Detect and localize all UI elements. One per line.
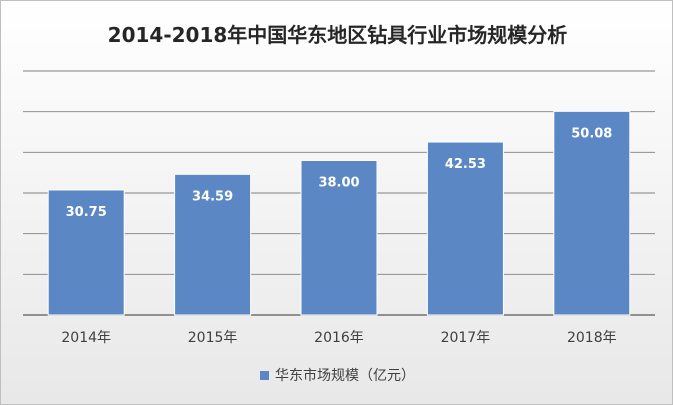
bar-2014年 bbox=[47, 189, 125, 316]
x-tick-label: 2018年 bbox=[567, 330, 617, 346]
chart-title: 2014-2018年中国华东地区钻具行业市场规模分析 bbox=[107, 23, 568, 47]
x-tick-label: 2014年 bbox=[61, 330, 111, 346]
bar-chart-plot: 30.75 34.59 38.00 42.53 50.08 2014年 2015年 2016… bbox=[23, 70, 655, 346]
x-tick-label: 2017年 bbox=[441, 330, 491, 346]
data-label: 34.59 bbox=[192, 189, 233, 204]
data-labels: 30.75 34.59 38.00 42.53 50.08 bbox=[66, 126, 613, 220]
bar-2015年 bbox=[174, 173, 252, 316]
legend-swatch bbox=[260, 370, 269, 380]
bar-2016年 bbox=[300, 159, 378, 316]
x-tick-label: 2016年 bbox=[314, 330, 364, 346]
x-tick-labels: 2014年 2015年 2016年 2017年 2018年 bbox=[61, 330, 616, 346]
data-label: 50.08 bbox=[571, 126, 612, 141]
legend: 华东市场规模（亿元） bbox=[1, 365, 673, 385]
x-tick-label: 2015年 bbox=[188, 330, 238, 346]
data-label: 30.75 bbox=[66, 205, 107, 220]
bar-2017年 bbox=[426, 141, 504, 316]
data-label: 42.53 bbox=[445, 157, 486, 172]
data-label: 38.00 bbox=[318, 175, 359, 190]
legend-label: 华东市场规模（亿元） bbox=[275, 368, 415, 384]
bar-2018年 bbox=[553, 110, 631, 316]
bars bbox=[47, 110, 631, 316]
